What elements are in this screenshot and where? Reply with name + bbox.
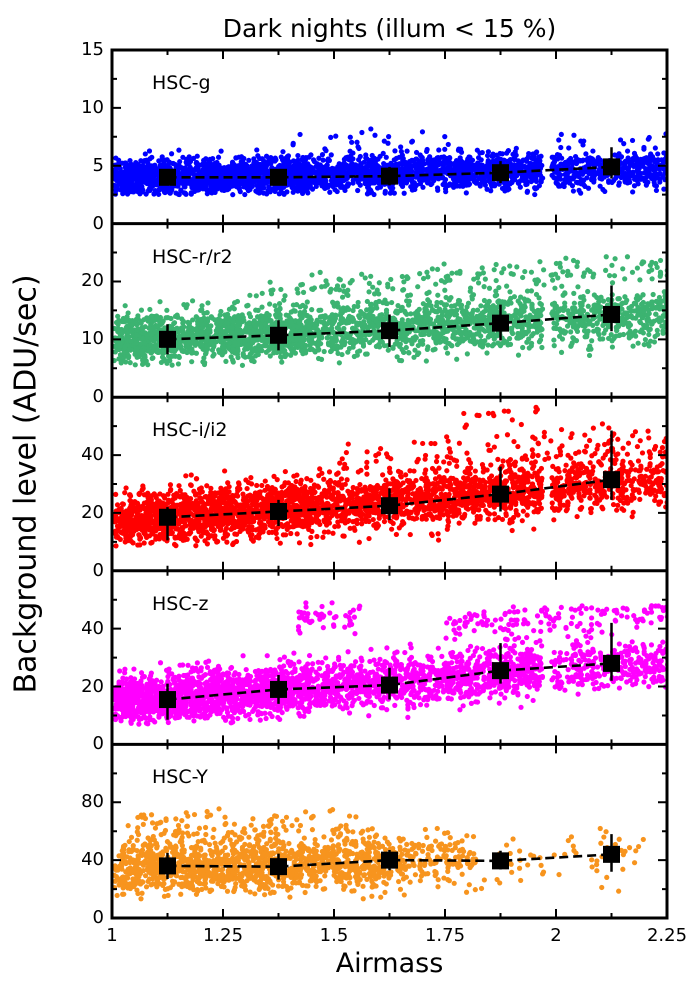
figure: Dark nights (illum < 15 %) Airmass Backg… [0, 0, 700, 1000]
plot-canvas [0, 0, 700, 1000]
